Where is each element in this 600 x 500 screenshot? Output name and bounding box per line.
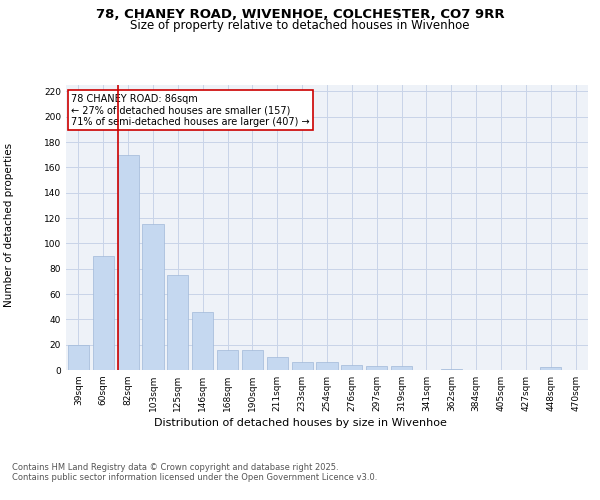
Bar xyxy=(292,362,313,370)
Text: Distribution of detached houses by size in Wivenhoe: Distribution of detached houses by size … xyxy=(154,418,446,428)
Bar xyxy=(118,154,139,370)
Text: Number of detached properties: Number of detached properties xyxy=(4,143,14,307)
Text: 78, CHANEY ROAD, WIVENHOE, COLCHESTER, CO7 9RR: 78, CHANEY ROAD, WIVENHOE, COLCHESTER, C… xyxy=(95,8,505,20)
Bar xyxy=(391,366,412,370)
Bar xyxy=(242,350,263,370)
Bar xyxy=(217,350,238,370)
Text: Size of property relative to detached houses in Wivenhoe: Size of property relative to detached ho… xyxy=(130,19,470,32)
Text: 78 CHANEY ROAD: 86sqm
← 27% of detached houses are smaller (157)
71% of semi-det: 78 CHANEY ROAD: 86sqm ← 27% of detached … xyxy=(71,94,310,126)
Bar xyxy=(540,368,561,370)
Bar xyxy=(68,344,89,370)
Bar xyxy=(142,224,164,370)
Text: Contains HM Land Registry data © Crown copyright and database right 2025.
Contai: Contains HM Land Registry data © Crown c… xyxy=(12,462,377,482)
Bar xyxy=(267,358,288,370)
Bar xyxy=(341,365,362,370)
Bar xyxy=(441,368,462,370)
Bar xyxy=(316,362,338,370)
Bar xyxy=(93,256,114,370)
Bar xyxy=(167,275,188,370)
Bar xyxy=(192,312,213,370)
Bar xyxy=(366,366,387,370)
